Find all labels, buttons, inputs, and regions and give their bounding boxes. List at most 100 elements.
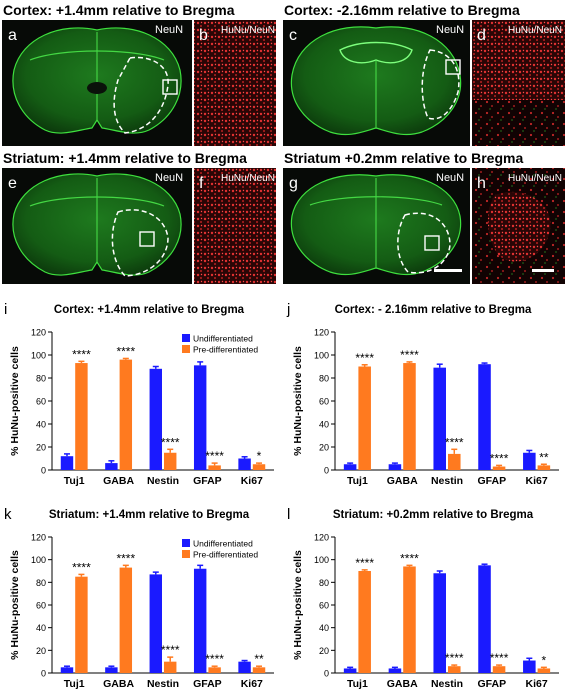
bar-chart-i: i Cortex: +1.4mm relative to Bregma % HuNu… bbox=[4, 301, 274, 487]
y-tick-label: 120 bbox=[31, 533, 46, 543]
inset-image: h HuNu/NeuN bbox=[472, 168, 565, 284]
bar-undifferentiated bbox=[343, 668, 357, 673]
x-tick-label: Nestin bbox=[431, 475, 463, 487]
bar-pre-differentiated bbox=[358, 366, 371, 470]
bar-pre-differentiated bbox=[358, 571, 371, 673]
bar-undifferentiated bbox=[60, 667, 74, 673]
significance-marker: ** bbox=[539, 450, 549, 464]
bar-chart-k: k Striatum: +1.4mm relative to Bregma % Hu… bbox=[4, 506, 274, 690]
bar-pre-differentiated bbox=[492, 466, 506, 470]
brain-section-image: c NeuN bbox=[283, 20, 470, 146]
legend-label: Undifferentiated bbox=[193, 539, 253, 549]
brain-section-image: g NeuN bbox=[283, 168, 470, 284]
legend-swatch bbox=[182, 345, 190, 353]
significance-marker: **** bbox=[445, 651, 464, 665]
y-tick-label: 80 bbox=[319, 578, 329, 588]
stain-label: NeuN bbox=[155, 172, 183, 184]
bar-pre-differentiated bbox=[164, 452, 177, 470]
stain-label: NeuN bbox=[155, 24, 183, 36]
significance-marker: **** bbox=[116, 344, 135, 358]
y-axis-label: % HuNu-positive cells bbox=[292, 346, 304, 456]
x-tick-label: GABA bbox=[387, 475, 418, 487]
panel-letter: h bbox=[477, 175, 486, 192]
y-tick-label: 120 bbox=[314, 328, 329, 338]
x-tick-label: Nestin bbox=[431, 678, 463, 690]
bar-undifferentiated bbox=[105, 667, 118, 673]
stain-label: NeuN bbox=[436, 24, 464, 36]
brain-section-image: a NeuN bbox=[2, 20, 192, 146]
chart-title: Cortex: - 2.16mm relative to Bregma bbox=[335, 304, 532, 316]
y-axis-label: % HuNu-positive cells bbox=[9, 346, 21, 456]
bar-pre-differentiated bbox=[119, 567, 133, 673]
y-tick-label: 0 bbox=[324, 669, 329, 679]
image-title: Cortex: +1.4mm relative to Bregma bbox=[3, 2, 235, 18]
bar-undifferentiated bbox=[149, 574, 162, 673]
legend-swatch bbox=[182, 334, 190, 342]
y-tick-label: 20 bbox=[319, 443, 329, 453]
x-tick-label: Ki67 bbox=[241, 678, 263, 690]
inset-image: d HuNu/NeuN bbox=[472, 20, 565, 146]
x-tick-label: GFAP bbox=[478, 475, 507, 487]
significance-marker: * bbox=[257, 449, 262, 463]
panel-letter: l bbox=[287, 506, 290, 523]
bar-chart-j: j Cortex: - 2.16mm relative to Bregma % Hu… bbox=[286, 301, 559, 487]
x-tick-label: Nestin bbox=[147, 475, 179, 487]
x-tick-label: Tuj1 bbox=[347, 475, 368, 487]
bar-undifferentiated bbox=[523, 660, 536, 673]
panel-letter: c bbox=[289, 27, 297, 44]
panel-letter: j bbox=[286, 301, 290, 318]
legend-label: Undifferentiated bbox=[193, 334, 253, 344]
legend-swatch bbox=[182, 550, 190, 558]
bar-pre-differentiated bbox=[537, 465, 551, 470]
bar-pre-differentiated bbox=[75, 363, 88, 470]
y-axis-label: % HuNu-positive cells bbox=[9, 550, 21, 660]
chart-title: Striatum: +1.4mm relative to Bregma bbox=[49, 509, 250, 521]
bar-undifferentiated bbox=[433, 367, 446, 470]
stain-label: HuNu/NeuN bbox=[221, 173, 275, 184]
bar-pre-differentiated bbox=[208, 667, 221, 673]
brain-section-image: e NeuN bbox=[2, 168, 192, 284]
bar-pre-differentiated bbox=[208, 465, 221, 470]
bar-pre-differentiated bbox=[75, 576, 88, 673]
panel-letter: b bbox=[199, 27, 208, 44]
bar-undifferentiated bbox=[433, 573, 446, 673]
bar-pre-differentiated bbox=[252, 464, 266, 470]
bar-undifferentiated bbox=[60, 456, 74, 470]
significance-marker: **** bbox=[161, 643, 180, 657]
y-tick-label: 20 bbox=[36, 646, 46, 656]
y-tick-label: 80 bbox=[319, 374, 329, 384]
bar-undifferentiated bbox=[388, 668, 402, 673]
x-tick-label: GFAP bbox=[193, 678, 222, 690]
y-tick-label: 100 bbox=[31, 555, 46, 565]
x-tick-label: Nestin bbox=[147, 678, 179, 690]
bar-undifferentiated bbox=[193, 365, 207, 470]
panel-letter: d bbox=[477, 27, 486, 44]
x-tick-label: GABA bbox=[387, 678, 418, 690]
bar-pre-differentiated bbox=[537, 668, 551, 673]
x-tick-label: Tuj1 bbox=[64, 678, 85, 690]
y-tick-label: 80 bbox=[36, 578, 46, 588]
y-tick-label: 100 bbox=[314, 555, 329, 565]
y-tick-label: 40 bbox=[319, 420, 329, 430]
x-tick-label: Tuj1 bbox=[347, 678, 368, 690]
y-tick-label: 40 bbox=[36, 623, 46, 633]
y-tick-label: 40 bbox=[319, 623, 329, 633]
bar-pre-differentiated bbox=[492, 666, 506, 673]
legend-label: Pre-differentiated bbox=[193, 550, 258, 560]
image-row-bottom: Striatum: +1.4mm relative to Bregma Stri… bbox=[2, 150, 565, 284]
significance-marker: * bbox=[542, 653, 547, 667]
bar-chart-l: l Striatum: +0.2mm relative to Bregma % Hu… bbox=[287, 506, 559, 690]
significance-marker: **** bbox=[205, 449, 224, 463]
scale-bar bbox=[532, 269, 554, 272]
bar-pre-differentiated bbox=[448, 666, 461, 673]
bar-undifferentiated bbox=[149, 368, 162, 470]
y-tick-label: 100 bbox=[314, 351, 329, 361]
x-tick-label: Ki67 bbox=[241, 475, 263, 487]
image-title: Cortex: -2.16mm relative to Bregma bbox=[284, 2, 520, 18]
significance-marker: **** bbox=[490, 651, 509, 665]
bar-undifferentiated bbox=[238, 458, 251, 470]
x-tick-label: GABA bbox=[103, 678, 134, 690]
x-tick-label: GFAP bbox=[478, 678, 507, 690]
bar-pre-differentiated bbox=[252, 667, 266, 673]
panel-letter: f bbox=[199, 175, 204, 192]
